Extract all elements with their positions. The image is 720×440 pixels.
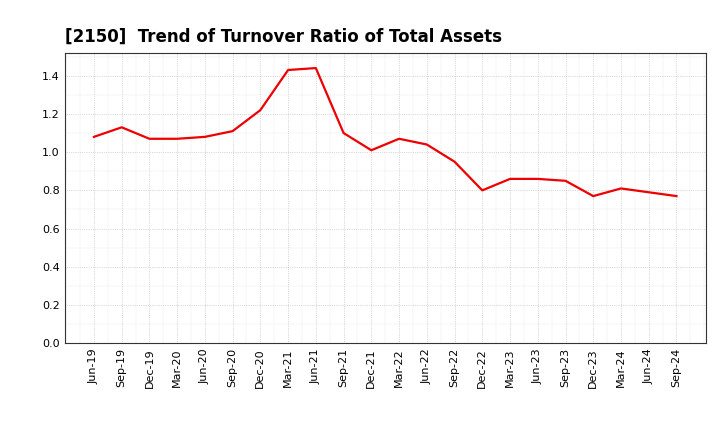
Text: [2150]  Trend of Turnover Ratio of Total Assets: [2150] Trend of Turnover Ratio of Total … — [65, 28, 502, 46]
